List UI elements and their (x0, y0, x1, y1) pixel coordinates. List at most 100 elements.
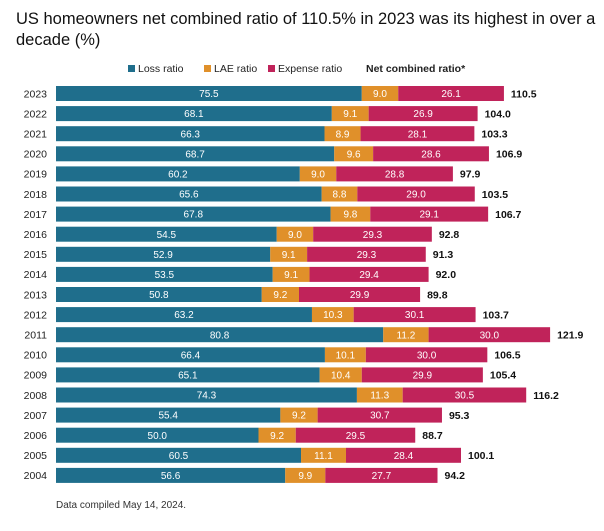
data-label-expense: 28.1 (408, 129, 428, 140)
bar-segment-loss (56, 106, 332, 122)
data-label-expense: 29.4 (359, 270, 379, 281)
total-label: 91.3 (433, 249, 454, 261)
bar-segment-lae (319, 367, 362, 383)
data-label-lae: 10.1 (336, 350, 356, 361)
data-label-loss: 56.6 (161, 471, 181, 482)
bar-segment-expense (345, 447, 461, 463)
tick-label-year: 2005 (24, 450, 48, 462)
legend-label-net: Net combined ratio* (366, 63, 466, 75)
total-label: 103.3 (481, 129, 507, 141)
data-label-expense: 29.3 (363, 230, 383, 241)
bar-segment-expense (365, 347, 488, 363)
tick-label-year: 2007 (24, 410, 48, 422)
tick-label-year: 2009 (24, 370, 48, 382)
bar-segment-loss (56, 407, 281, 423)
data-label-loss: 63.2 (174, 310, 194, 321)
data-label-expense: 30.7 (370, 411, 390, 422)
legend-label-expense: Expense ratio (278, 63, 343, 75)
data-label-loss: 60.5 (169, 451, 189, 462)
data-label-lae: 9.9 (298, 471, 312, 482)
tick-label-year: 2017 (24, 209, 48, 221)
legend-item-expense: Expense ratio (268, 63, 342, 75)
data-label-lae: 9.8 (343, 210, 357, 221)
stacked-bar-chart: 2023 75.5 9.0 26.1 110.5 2022 68.1 9.1 26.9 104.0… (24, 86, 584, 483)
bar-segment-expense (370, 206, 489, 222)
data-label-loss: 65.6 (179, 190, 199, 201)
tick-label-year: 2018 (24, 189, 48, 201)
bar-segment-lae (285, 467, 326, 483)
bar-segment-loss (56, 86, 362, 101)
bar-segment-expense (313, 226, 432, 242)
data-label-lae: 11.3 (370, 391, 389, 402)
tick-label-year: 2021 (24, 129, 48, 141)
bar-segment-lae (334, 146, 374, 162)
data-label-loss: 66.4 (181, 350, 201, 361)
bar-segment-loss (56, 427, 259, 443)
tick-label-year: 2015 (24, 249, 48, 261)
data-label-lae: 9.1 (284, 270, 298, 281)
total-label: 116.2 (533, 390, 559, 402)
bar-segment-lae (258, 427, 296, 443)
data-label-expense: 26.1 (441, 89, 461, 100)
data-label-lae: 11.1 (314, 451, 333, 462)
bar-segment-lae (272, 266, 310, 282)
bar-segment-loss (56, 166, 300, 182)
bar-segment-loss (56, 367, 320, 383)
bar-segment-expense (373, 146, 489, 162)
data-label-loss: 50.8 (149, 290, 169, 301)
data-label-expense: 30.1 (405, 310, 425, 321)
total-label: 92.0 (436, 269, 457, 281)
bar-segment-expense (336, 166, 453, 182)
bar-segment-lae (311, 307, 354, 323)
tick-label-year: 2013 (24, 289, 48, 301)
total-label: 88.7 (422, 430, 443, 442)
tick-label-year: 2011 (24, 330, 47, 342)
tick-label-year: 2008 (24, 390, 48, 402)
bar-segment-expense (428, 327, 551, 343)
data-label-lae: 10.4 (331, 371, 351, 382)
tick-label-year: 2012 (24, 309, 48, 321)
bar-segment-lae (280, 407, 318, 423)
data-label-lae: 9.0 (311, 170, 325, 181)
total-label: 100.1 (468, 450, 494, 462)
tick-label-year: 2016 (24, 229, 48, 241)
data-label-expense: 28.6 (421, 149, 441, 160)
bar-segment-lae (270, 246, 308, 262)
total-label: 92.8 (439, 229, 460, 241)
data-label-expense: 26.9 (413, 109, 433, 120)
total-label: 110.5 (511, 88, 537, 100)
total-label: 103.5 (482, 189, 508, 201)
bar-segment-lae (301, 447, 346, 463)
bar-segment-expense (307, 246, 426, 262)
data-label-expense: 29.1 (419, 210, 439, 221)
bar-segment-lae (361, 86, 399, 101)
legend-swatch-loss (128, 65, 135, 72)
data-label-lae: 9.0 (373, 89, 387, 100)
bar-segment-loss (56, 226, 277, 242)
data-label-lae: 9.2 (270, 431, 284, 442)
data-label-loss: 80.8 (210, 330, 230, 341)
bar-segment-expense (360, 126, 475, 142)
data-label-lae: 8.8 (333, 190, 347, 201)
data-label-lae: 11.2 (397, 330, 416, 341)
total-label: 95.3 (449, 410, 470, 422)
chart-title: US homeowners net combined ratio of 110.… (16, 10, 596, 49)
data-label-loss: 68.7 (185, 149, 205, 160)
bar-segment-lae (330, 206, 371, 222)
total-label: 106.5 (494, 350, 520, 362)
bar-segment-lae (383, 327, 429, 343)
bar-segment-lae (356, 387, 403, 403)
legend-swatch-lae (204, 65, 211, 72)
bar-segment-expense (402, 387, 527, 403)
bar-segment-lae (324, 347, 366, 363)
data-label-loss: 75.5 (199, 89, 219, 100)
bar-segment-expense (309, 266, 429, 282)
tick-label-year: 2022 (24, 108, 48, 120)
data-label-loss: 53.5 (155, 270, 175, 281)
tick-label-year: 2014 (24, 269, 48, 281)
legend-item-lae: LAE ratio (204, 63, 257, 75)
bar-segment-lae (321, 186, 358, 202)
bar-segment-lae (299, 166, 337, 182)
bar-segment-loss (56, 126, 325, 142)
data-label-lae: 10.3 (323, 310, 343, 321)
